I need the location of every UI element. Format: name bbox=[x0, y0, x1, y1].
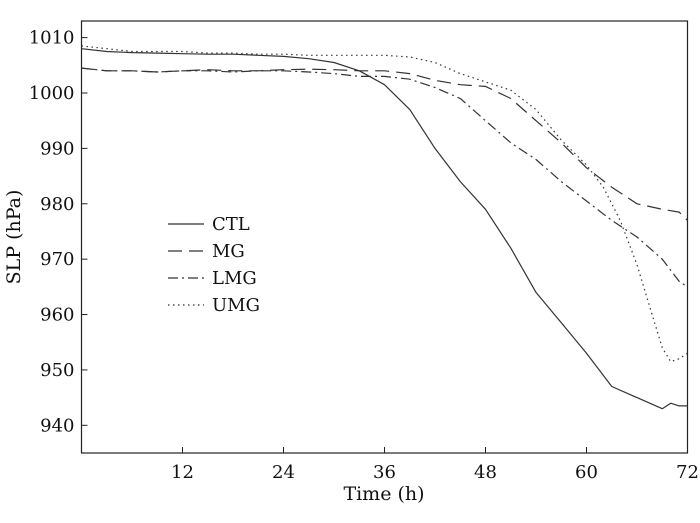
x-tick-label: 36 bbox=[373, 462, 396, 483]
x-tick-label: 60 bbox=[575, 462, 598, 483]
series-line-lmg bbox=[81, 67, 688, 288]
series-line-umg bbox=[81, 45, 688, 363]
y-tick-label: 960 bbox=[40, 305, 74, 326]
x-tick-label: 72 bbox=[676, 462, 699, 483]
y-tick-label: 1000 bbox=[29, 83, 75, 104]
y-tick-label: 940 bbox=[40, 415, 74, 436]
x-tick-label: 48 bbox=[474, 462, 497, 483]
axis-ticks: 12 24 36 48 60 72 940 950 960 970 980 990 1000 1010 bbox=[29, 28, 699, 483]
y-tick-label: 990 bbox=[40, 138, 74, 159]
series-line-mg bbox=[81, 67, 688, 221]
legend-label-umg: UMG bbox=[212, 295, 260, 316]
y-tick-label: 980 bbox=[40, 194, 74, 215]
legend-label-mg: MG bbox=[212, 241, 245, 262]
plot-frame bbox=[80, 20, 689, 454]
x-tick-label: 12 bbox=[171, 462, 194, 483]
legend-label-lmg: LMG bbox=[212, 268, 257, 289]
series-lines bbox=[81, 45, 688, 410]
legend-label-ctl: CTL bbox=[212, 214, 250, 235]
x-axis-title: Time (h) bbox=[343, 483, 424, 505]
legend: CTL MG LMG UMG bbox=[168, 214, 260, 316]
y-tick-label: 970 bbox=[40, 249, 74, 270]
y-tick-label: 1010 bbox=[29, 28, 75, 49]
y-axis-title: SLP (hPa) bbox=[3, 190, 25, 285]
series-line-ctl bbox=[81, 48, 688, 410]
x-tick-label: 24 bbox=[272, 462, 295, 483]
y-tick-label: 950 bbox=[40, 360, 74, 381]
